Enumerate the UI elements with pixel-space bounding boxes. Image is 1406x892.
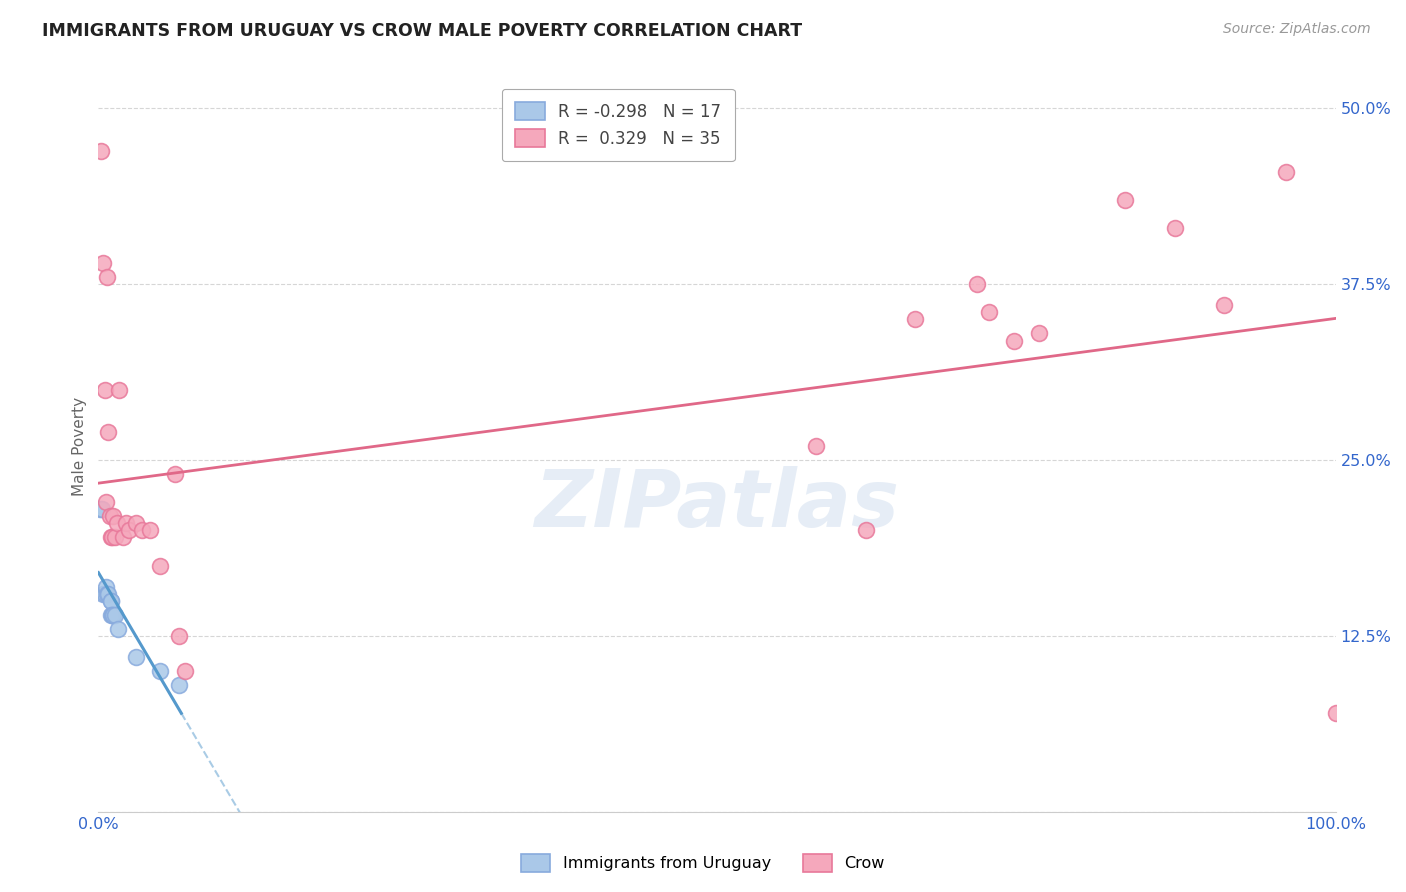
Point: [105, 516, 128, 531]
Point: [93, 256, 115, 270]
Point: [93, 383, 115, 397]
Point: [1114, 193, 1136, 207]
Point: [96, 270, 118, 285]
Point: [1213, 298, 1236, 312]
Point: [100, 530, 122, 544]
Point: [94, 580, 117, 594]
Point: [855, 524, 877, 538]
Point: [1324, 706, 1347, 721]
Point: [165, 467, 187, 482]
Point: [149, 664, 172, 678]
Legend: R = -0.298   N = 17, R =  0.329   N = 35: R = -0.298 N = 17, R = 0.329 N = 35: [502, 88, 734, 161]
Point: [93, 587, 115, 601]
Point: [131, 524, 153, 538]
Y-axis label: Male Poverty: Male Poverty: [72, 396, 87, 496]
Point: [118, 524, 141, 538]
Point: [139, 524, 162, 538]
Point: [112, 530, 135, 544]
Point: [1275, 165, 1298, 179]
Text: IMMIGRANTS FROM URUGUAY VS CROW MALE POVERTY CORRELATION CHART: IMMIGRANTS FROM URUGUAY VS CROW MALE POV…: [42, 22, 803, 40]
Point: [167, 678, 190, 692]
Point: [97, 587, 120, 601]
Point: [90, 144, 112, 158]
Point: [966, 277, 988, 292]
Point: [174, 664, 197, 678]
Point: [107, 622, 129, 636]
Text: ZIPatlas: ZIPatlas: [534, 466, 900, 543]
Point: [979, 305, 1001, 319]
Point: [100, 593, 122, 607]
Point: [103, 509, 125, 524]
Point: [94, 495, 117, 509]
Point: [103, 530, 125, 544]
Point: [97, 425, 120, 439]
Point: [89, 502, 111, 516]
Point: [96, 587, 118, 601]
Point: [100, 593, 122, 607]
Point: [108, 383, 131, 397]
Point: [98, 509, 121, 524]
Point: [149, 558, 172, 573]
Point: [101, 607, 124, 622]
Point: [114, 516, 136, 531]
Point: [100, 607, 122, 622]
Legend: Immigrants from Uruguay, Crow: Immigrants from Uruguay, Crow: [513, 847, 893, 880]
Point: [1028, 326, 1050, 341]
Point: [167, 629, 190, 643]
Point: [1164, 221, 1187, 235]
Point: [101, 530, 124, 544]
Point: [103, 607, 125, 622]
Point: [124, 650, 146, 665]
Text: Source: ZipAtlas.com: Source: ZipAtlas.com: [1223, 22, 1371, 37]
Point: [93, 587, 115, 601]
Point: [1002, 334, 1025, 348]
Point: [91, 502, 114, 516]
Point: [103, 607, 125, 622]
Point: [804, 439, 827, 453]
Point: [124, 516, 146, 531]
Point: [904, 312, 927, 326]
